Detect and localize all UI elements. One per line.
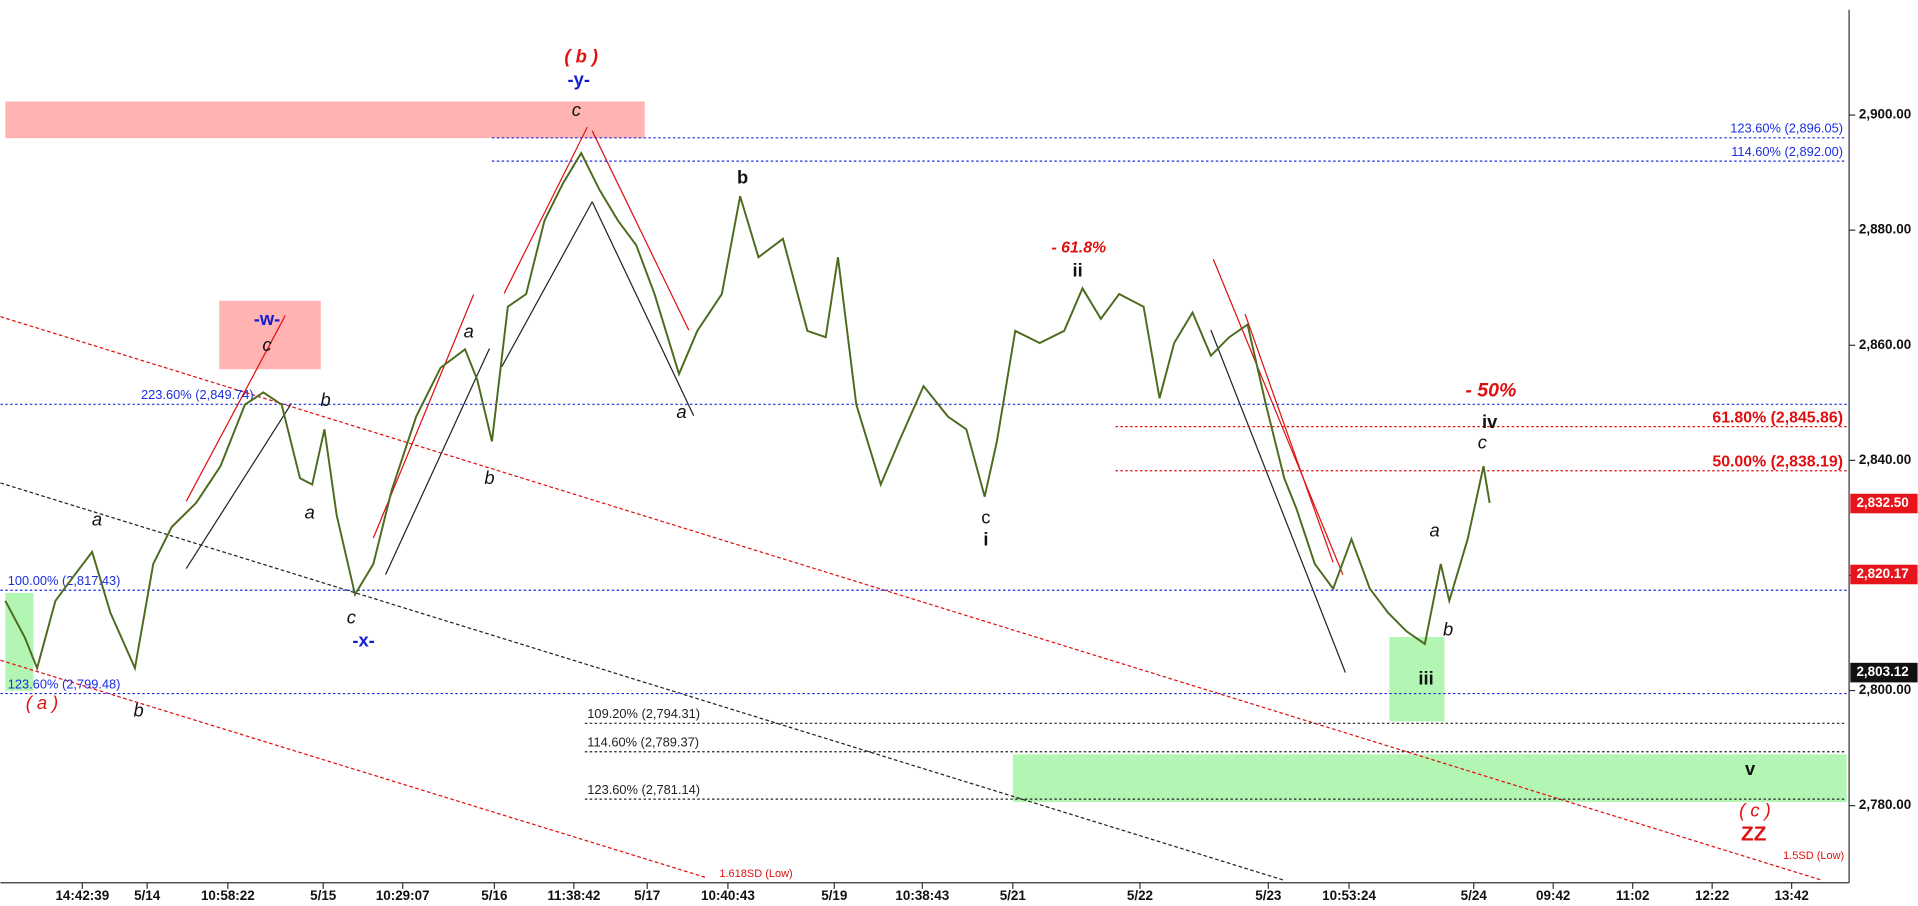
wave-label: b xyxy=(737,166,748,187)
wave-label: a xyxy=(464,320,474,341)
trend-line xyxy=(1212,258,1344,575)
channel-line xyxy=(0,482,1285,881)
channel-line xyxy=(0,659,708,879)
x-tick-label: 5/22 xyxy=(1127,888,1153,903)
level-label: 114.60% (2,789.37) xyxy=(587,735,699,750)
level-label: 123.60% (2,896.05) xyxy=(1730,121,1843,136)
wave-label: iii xyxy=(1418,668,1433,689)
level-label: 123.60% (2,781.14) xyxy=(587,782,700,797)
trend-line xyxy=(185,403,292,569)
trend-line xyxy=(591,130,690,331)
wave-label: iv xyxy=(1482,411,1498,432)
y-tick-label: 2,840.00 xyxy=(1859,452,1911,467)
x-tick-label: 09:42 xyxy=(1536,888,1570,903)
price-line xyxy=(4,151,1491,672)
x-tick-label: 11:02 xyxy=(1616,888,1650,903)
x-tick-label: 12:22 xyxy=(1695,888,1729,903)
wave-label: ( a ) xyxy=(26,692,59,713)
level-label: 223.60% (2,849.74) xyxy=(141,387,254,402)
wave-label: ( b ) xyxy=(564,45,598,66)
x-tick-label: 5/15 xyxy=(310,888,337,903)
wave-label: -w- xyxy=(254,308,280,329)
x-tick-label: 5/21 xyxy=(1000,888,1027,903)
x-tick-label: 5/16 xyxy=(481,888,507,903)
x-tick-label: 5/23 xyxy=(1255,888,1281,903)
axis-labels: 2,780.002,800.002,820.002,840.002,860.00… xyxy=(55,107,1918,903)
level-label: 50.00% (2,838.19) xyxy=(1712,453,1843,470)
y-tick-label: 2,900.00 xyxy=(1859,107,1911,122)
level-label: 109.20% (2,794.31) xyxy=(587,706,700,721)
price-tag xyxy=(1850,662,1918,683)
wave-label: ( c ) xyxy=(1739,800,1771,821)
price-tag-label: 2,803.12 xyxy=(1856,664,1908,679)
zone xyxy=(219,300,321,370)
zone xyxy=(1012,754,1847,803)
level-label: 123.60% (2,799.48) xyxy=(8,676,121,691)
trend-line xyxy=(185,315,286,502)
zones xyxy=(5,101,1847,803)
trend-line xyxy=(1244,314,1334,563)
trend-line xyxy=(591,201,695,416)
wave-label: v xyxy=(1745,758,1756,779)
wave-label: c xyxy=(572,99,581,120)
wave-label: - 61.8% xyxy=(1051,239,1106,256)
x-tick-label: 10:29:07 xyxy=(376,888,430,903)
price-tag xyxy=(1850,493,1918,514)
wave-label: -y- xyxy=(568,69,590,90)
trend-line xyxy=(385,348,491,575)
wave-label: a xyxy=(1430,520,1440,541)
wave-label: a xyxy=(305,501,315,522)
wave-label: b xyxy=(484,467,494,488)
levels: 123.60% (2,896.05) 114.60% (2,892.00) 223.… xyxy=(0,121,1847,800)
wave-label: - 50% xyxy=(1465,379,1516,401)
x-tick-label: 5/24 xyxy=(1461,888,1488,903)
wave-label: a xyxy=(676,401,686,422)
trend-line xyxy=(1210,329,1346,673)
wave-label: a xyxy=(92,509,102,530)
x-tick-label: 10:53:24 xyxy=(1322,888,1376,903)
channels xyxy=(0,126,1823,881)
zone xyxy=(1389,637,1445,722)
y-tick-label: 2,860.00 xyxy=(1859,337,1911,352)
annotations: ( b ) -y- c b - 61.8% ii -w- c a b a - 5… xyxy=(26,45,1845,880)
trend-line xyxy=(501,201,593,368)
trend-line xyxy=(503,126,588,294)
level-label: 61.80% (2,845.86) xyxy=(1712,409,1843,426)
x-tick-label: 10:58:22 xyxy=(201,888,255,903)
wave-label: b xyxy=(1443,619,1453,640)
x-tick-label: 5/19 xyxy=(821,888,847,903)
sd-label: 1.618SD (Low) xyxy=(719,868,792,880)
x-tick-label: 10:40:43 xyxy=(701,888,755,903)
plot xyxy=(4,151,1491,672)
wave-label: i xyxy=(983,528,988,549)
price-tag-label: 2,820.17 xyxy=(1856,566,1908,581)
wave-label: ii xyxy=(1073,259,1083,280)
x-tick-label: 5/14 xyxy=(134,888,161,903)
sd-label: 1.5SD (Low) xyxy=(1783,850,1844,862)
wave-label: b xyxy=(321,389,331,410)
wave-label: c xyxy=(1478,432,1487,453)
wave-label: b xyxy=(133,699,143,720)
level-label: 114.60% (2,892.00) xyxy=(1731,144,1843,159)
x-tick-label: 11:38:42 xyxy=(547,888,600,903)
x-tick-label: 13:42 xyxy=(1774,888,1808,903)
price-tag-label: 2,832.50 xyxy=(1856,495,1908,510)
level-label: 100.00% (2,817.43) xyxy=(8,573,121,588)
wave-label: -x- xyxy=(352,630,374,651)
y-tick-label: 2,780.00 xyxy=(1859,797,1911,812)
x-tick-label: 5/17 xyxy=(634,888,660,903)
x-tick-label: 10:38:43 xyxy=(895,888,949,903)
wave-label: c xyxy=(981,506,990,527)
y-tick-label: 2,800.00 xyxy=(1859,682,1911,697)
x-tick-label: 14:42:39 xyxy=(55,888,109,903)
channel-line xyxy=(0,316,1823,881)
wave-label: c xyxy=(262,334,271,355)
wave-label: c xyxy=(347,607,356,628)
wave-label: ZZ xyxy=(1741,823,1767,846)
y-tick-label: 2,880.00 xyxy=(1859,222,1911,237)
price-tag xyxy=(1850,564,1918,585)
zone xyxy=(5,101,645,139)
